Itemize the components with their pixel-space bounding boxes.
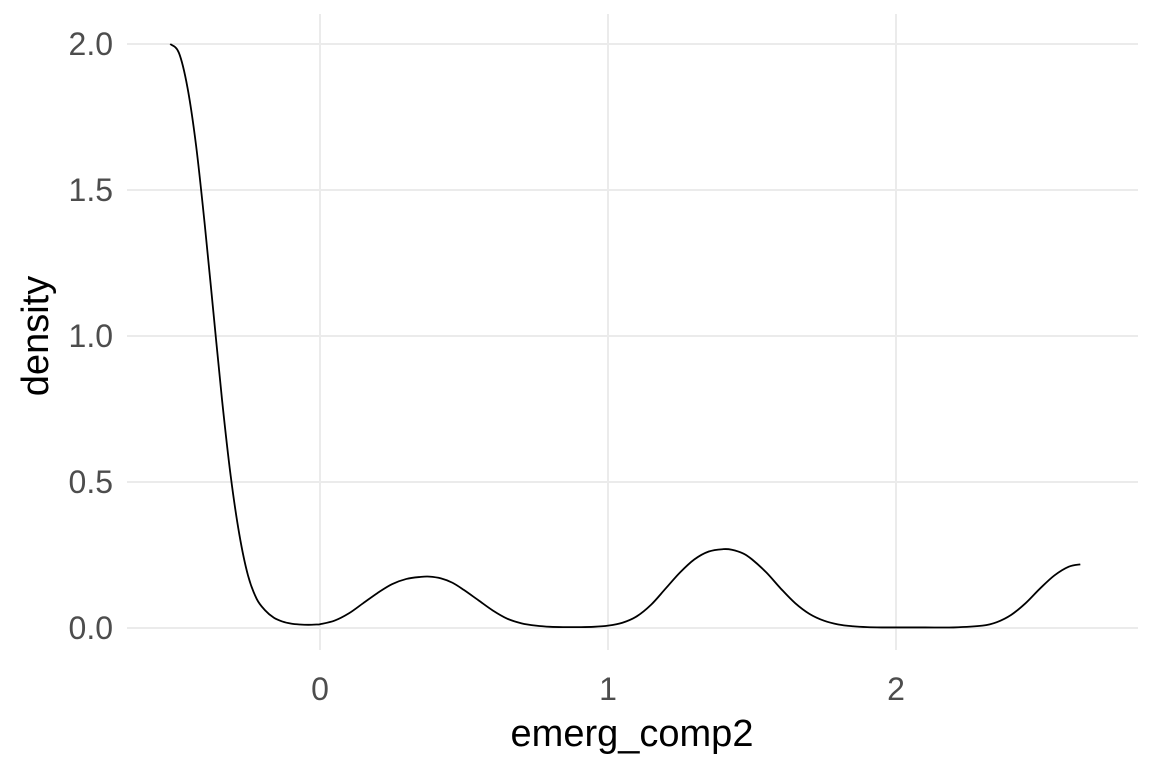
- x-tick-label: 2: [887, 671, 905, 707]
- x-tick-label: 1: [599, 671, 617, 707]
- y-tick-label: 1.0: [69, 318, 113, 354]
- y-axis-title: density: [15, 276, 57, 396]
- y-tick-label: 0.5: [69, 464, 113, 500]
- y-tick-label: 1.5: [69, 172, 113, 208]
- density-line: [169, 43, 1081, 629]
- x-axis-title: emerg_comp2: [511, 713, 754, 755]
- x-tick-label: 0: [311, 671, 329, 707]
- grid-layer: [127, 14, 1138, 650]
- y-tick-label: 2.0: [69, 26, 113, 62]
- line-layer: [169, 43, 1081, 629]
- y-tick-label: 0.0: [69, 610, 113, 646]
- y-tick-labels: 0.0 0.5 1.0 1.5 2.0: [69, 26, 113, 646]
- x-tick-labels: 0 1 2: [311, 671, 905, 707]
